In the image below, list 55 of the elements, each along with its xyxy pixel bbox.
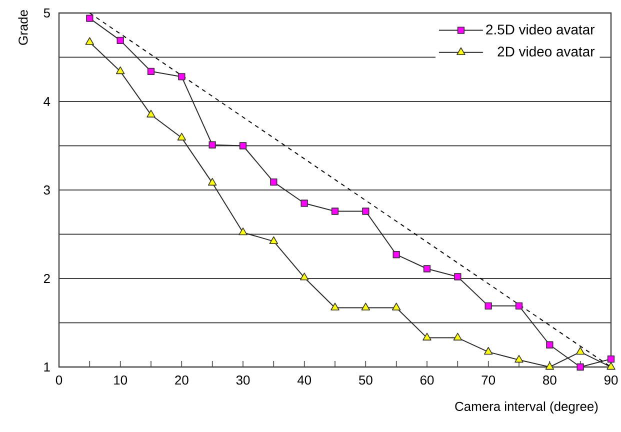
legend-label: 2D video avatar [498,46,595,57]
point [453,332,462,340]
point [576,363,584,371]
x-tick-label: 50 [358,376,372,385]
x-tick-label: 30 [236,376,250,385]
legend-label: 2.5D video avatar [486,24,595,35]
point [361,302,370,310]
point [270,178,278,186]
x-tick-label: 80 [543,376,556,385]
point [300,272,309,280]
point [546,341,554,348]
point [208,178,217,186]
point [454,273,462,280]
x-axis-title: Camera interval (degree) [455,402,598,414]
point [116,36,124,44]
point [300,200,308,207]
point [423,265,431,272]
point [484,346,493,355]
point [208,141,216,148]
point [514,354,524,363]
point [330,302,340,310]
y-tick-label: 1 [44,362,50,372]
point [85,37,94,45]
x-tick-label: 60 [420,376,434,385]
point [606,362,616,370]
y-axis-title: Grade [18,10,28,45]
point [392,251,400,258]
x-tick-label: 0 [56,376,62,385]
y-tick-label: 3 [44,185,50,195]
x-tick-label: 10 [114,376,128,385]
x-tick-label: 40 [297,376,312,385]
point [331,208,339,215]
point [116,66,125,74]
point [362,208,370,215]
x-tick-label: 70 [482,376,496,385]
point [607,355,615,363]
y-tick-label: 2 [44,274,50,284]
point [238,228,248,236]
point [147,68,155,75]
point [178,73,186,80]
y-tick-label: 4 [44,97,50,106]
point [239,142,247,150]
point [177,132,186,140]
point [146,110,156,118]
point [576,346,585,355]
point [484,302,492,310]
point [86,14,94,22]
x-tick-label: 90 [604,376,618,385]
point [545,362,554,370]
point [422,332,432,340]
x-tick-label: 20 [175,376,188,385]
point [269,236,278,244]
point [515,302,523,310]
y-tick-label: 5 [44,8,50,18]
point [392,302,401,310]
